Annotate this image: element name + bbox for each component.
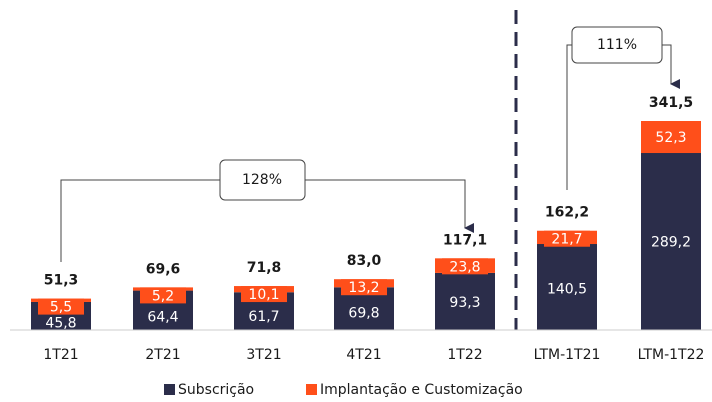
total-label: 162,2: [545, 205, 589, 221]
value-label-box: [648, 121, 694, 154]
total-label: 341,5: [649, 95, 693, 111]
x-tick-label: LTM-1T21: [534, 347, 601, 363]
annotation-box: [219, 159, 306, 201]
value-label-box: [544, 230, 590, 247]
legend-swatch: [306, 384, 317, 395]
total-label: 51,3: [44, 273, 79, 289]
value-label: 140,5: [547, 281, 587, 297]
value-label: 10,1: [248, 287, 279, 303]
total-label: 83,0: [347, 253, 382, 269]
value-label: 13,2: [348, 280, 379, 296]
x-tick-label: 4T21: [346, 347, 381, 363]
x-tick-label: 1T21: [43, 347, 78, 363]
annotation-box: [571, 26, 663, 64]
value-label: 23,8: [449, 259, 480, 275]
legend-swatch: [164, 384, 175, 395]
value-label-box: [241, 286, 287, 303]
legend-label: Implantação e Customização: [320, 382, 523, 398]
value-label: 289,2: [651, 235, 691, 251]
annotation: 128%: [242, 172, 282, 188]
total-label: 117,1: [443, 232, 487, 248]
value-label: 5,5: [50, 300, 72, 316]
value-label: 61,7: [248, 309, 279, 325]
value-label: 52,3: [655, 130, 686, 146]
total-label: 71,8: [247, 260, 282, 276]
total-label: 69,6: [146, 261, 181, 277]
x-tick-label: 2T21: [145, 347, 180, 363]
x-tick-label: 1T22: [447, 347, 482, 363]
value-label: 69,8: [348, 306, 379, 322]
annotation: 111%: [597, 37, 637, 53]
value-label: 5,2: [152, 288, 174, 304]
bar-segment: [641, 153, 701, 330]
value-label-box: [140, 287, 186, 304]
bar-segment: [435, 272, 495, 330]
bar-segment: [537, 244, 597, 330]
value-label-box: [442, 258, 488, 275]
x-tick-label: LTM-1T22: [638, 347, 705, 363]
value-label-box: [341, 279, 387, 296]
x-tick-label: 3T21: [246, 347, 281, 363]
value-label: 45,8: [45, 315, 76, 331]
value-label-box: [38, 298, 84, 315]
legend-label: Subscrição: [178, 382, 254, 398]
value-label: 21,7: [551, 232, 582, 248]
value-label: 93,3: [449, 295, 480, 311]
value-label: 64,4: [147, 310, 178, 326]
